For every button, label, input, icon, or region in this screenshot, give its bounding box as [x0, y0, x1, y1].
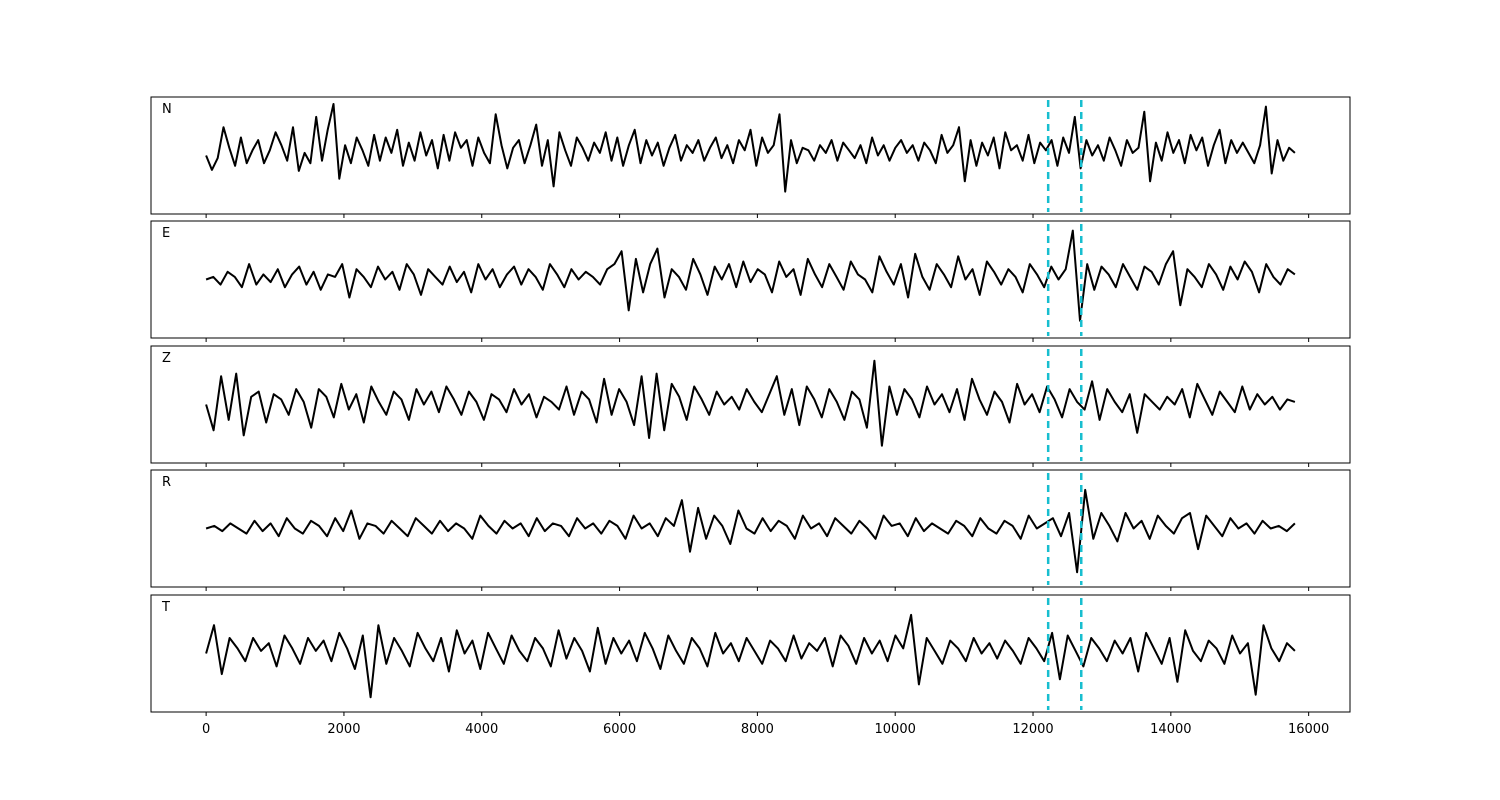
panel-frame — [150, 96, 1351, 215]
x-tick-label: 0 — [202, 722, 210, 737]
trace-n — [205, 103, 1296, 193]
panel-frame — [150, 469, 1351, 588]
channel-label: E — [162, 226, 170, 241]
channel-label: R — [162, 475, 171, 490]
panel-t: T — [150, 594, 1351, 716]
trace-r — [205, 488, 1296, 574]
x-tick-label: 8000 — [741, 722, 774, 737]
trace-z — [205, 359, 1296, 447]
panel-frame — [150, 594, 1351, 713]
x-tick-label: 14000 — [1150, 722, 1191, 737]
panel-r: R — [150, 469, 1351, 591]
channel-label: Z — [162, 351, 171, 366]
panel-e: E — [150, 220, 1351, 342]
channel-label: N — [162, 102, 172, 117]
x-tick-label: 10000 — [875, 722, 916, 737]
x-tick-label: 16000 — [1288, 722, 1329, 737]
panel-frame — [150, 220, 1351, 339]
panel-frame — [150, 345, 1351, 464]
trace-t — [205, 613, 1296, 699]
x-tick-label: 12000 — [1012, 722, 1053, 737]
panel-n: N — [150, 96, 1351, 218]
channel-label: T — [161, 600, 170, 615]
trace-e — [205, 229, 1296, 322]
x-tick-label: 4000 — [465, 722, 498, 737]
panel-z: Z — [150, 345, 1351, 467]
x-tick-label: 2000 — [327, 722, 360, 737]
x-tick-label: 6000 — [603, 722, 636, 737]
